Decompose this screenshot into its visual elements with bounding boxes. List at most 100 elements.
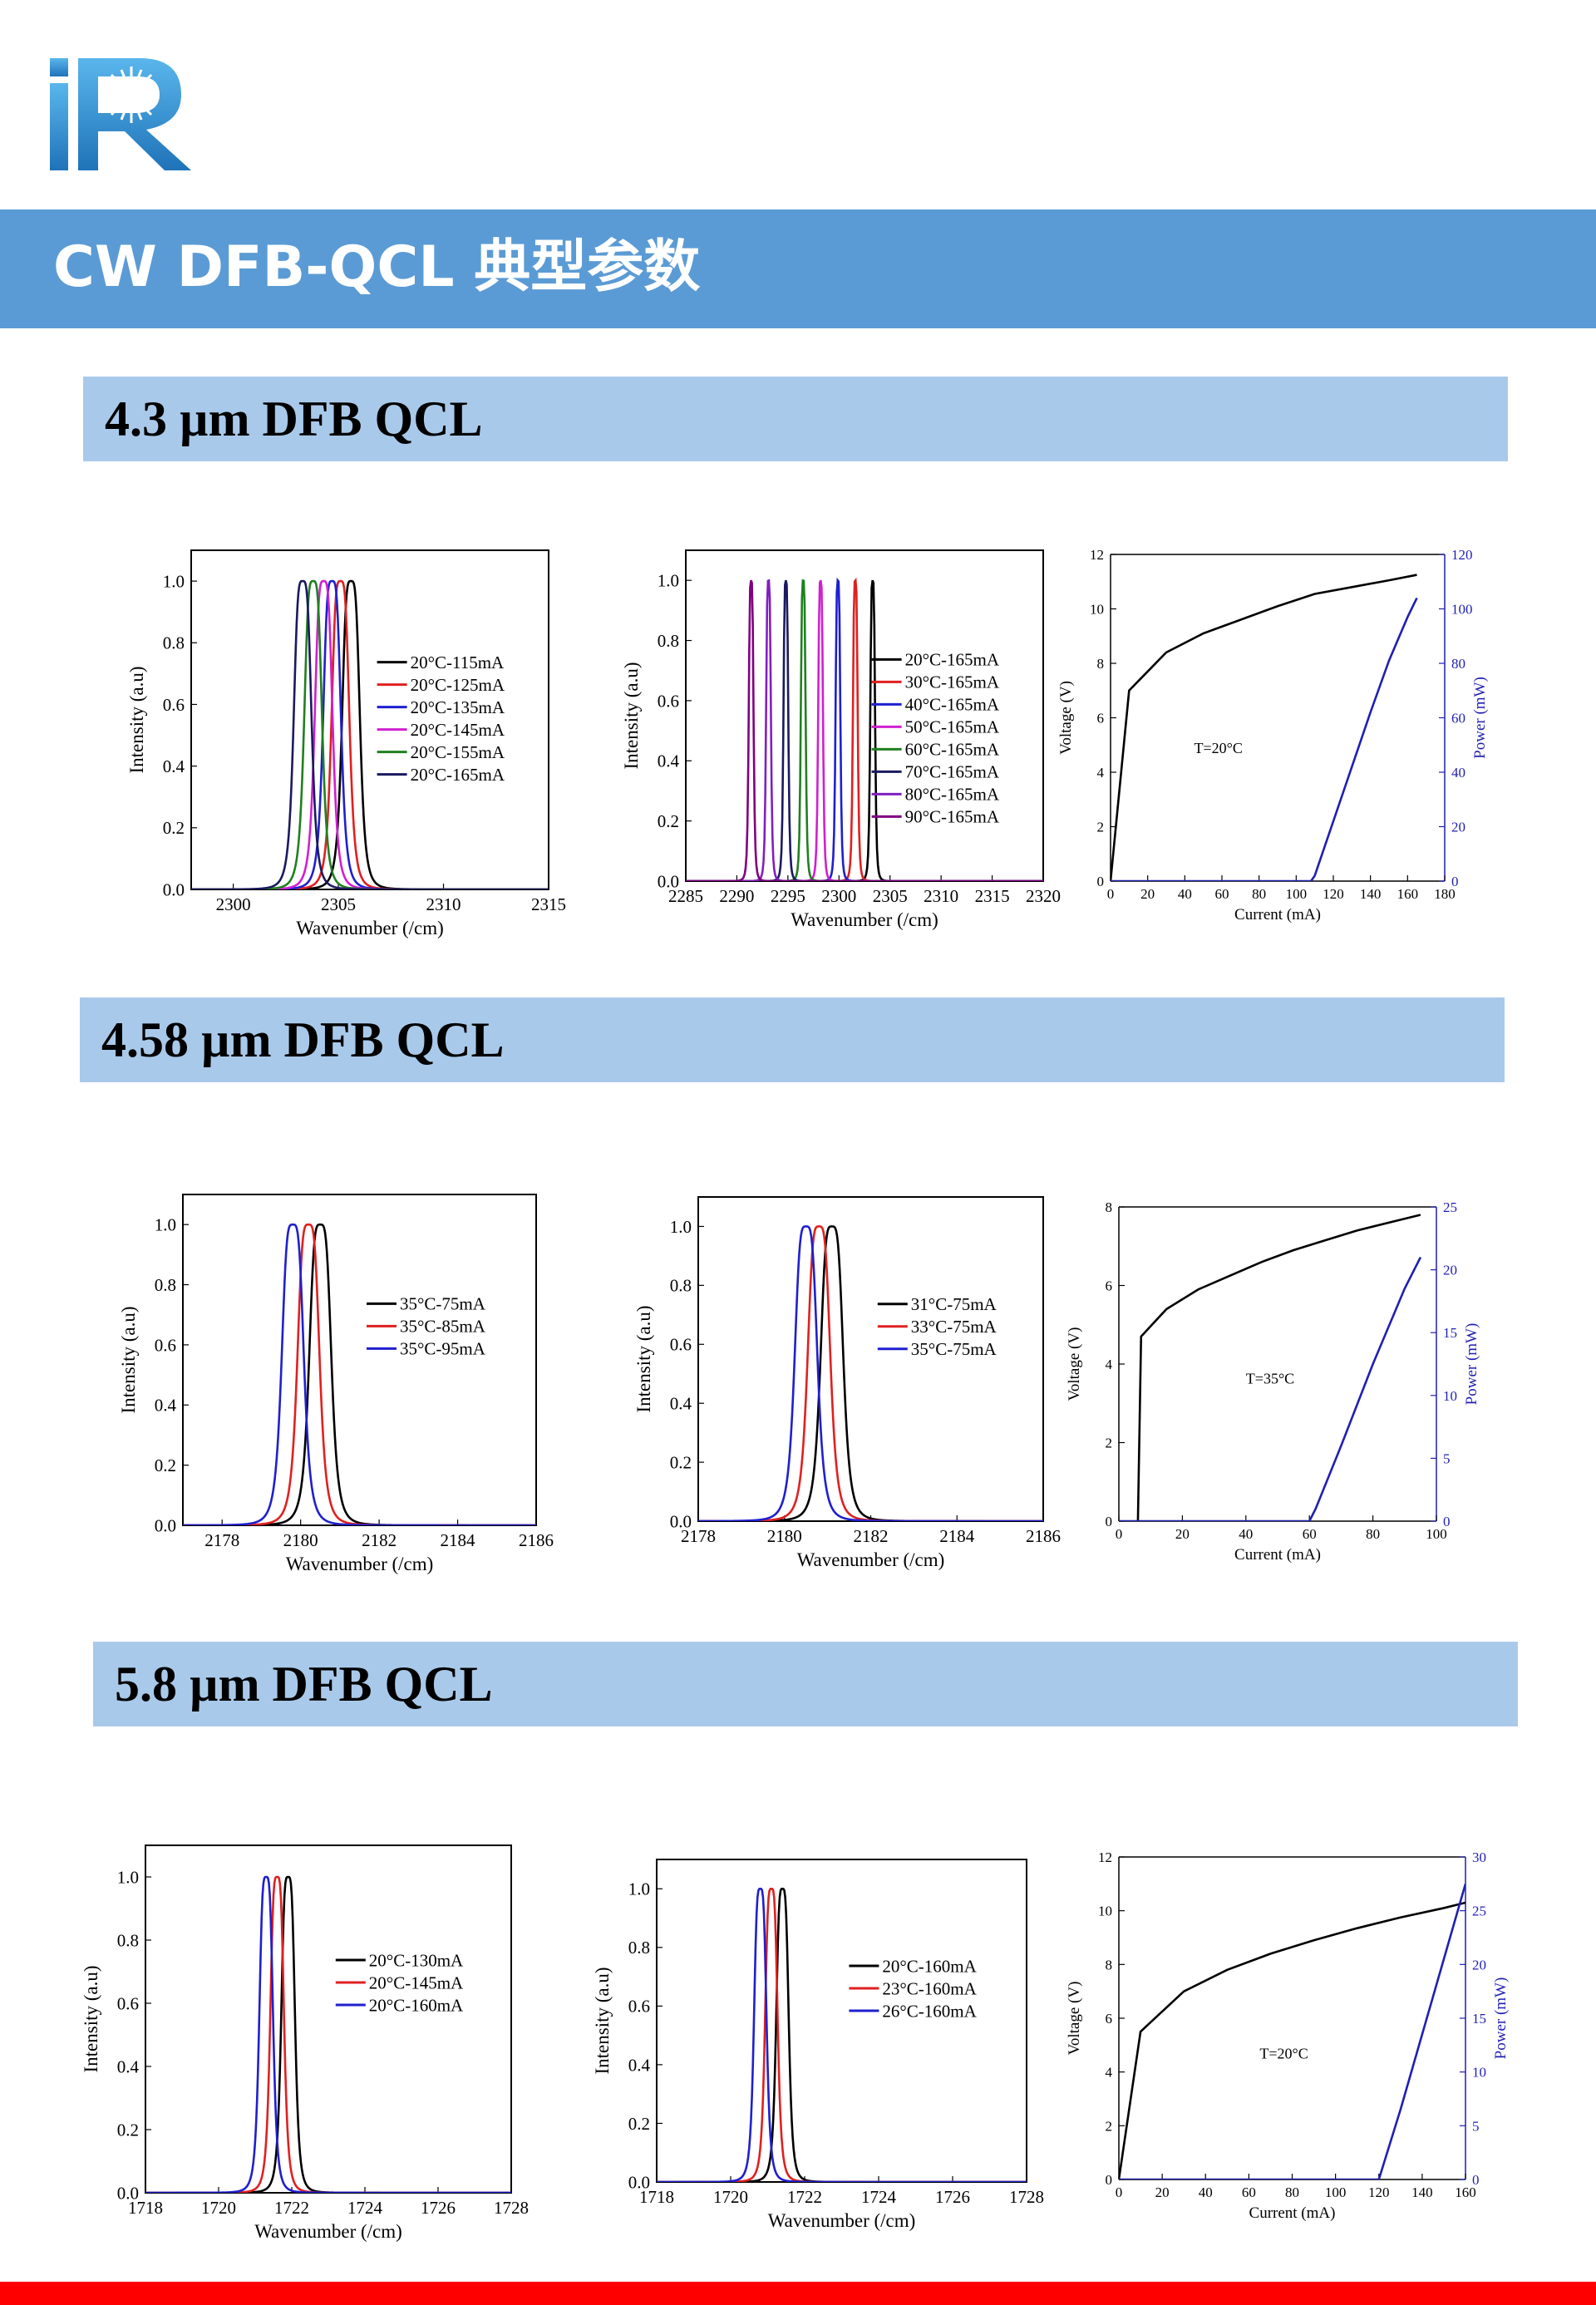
y-tick-label: 8	[1097, 656, 1105, 672]
spectrum-chart-4-58um-temperature: 2178 2180 2182 2184 2186 0.0 0.2 0.4 0.6 0.8 1.0 Wa…	[633, 1196, 1061, 1570]
x-tick-label: 1728	[1009, 2187, 1044, 2207]
y-tick-label: 0.4	[658, 751, 680, 771]
y-tick-label: 8	[1106, 1957, 1113, 1973]
x-tick-label: 1724	[861, 2187, 897, 2207]
y-tick-label: 0.4	[155, 1396, 177, 1416]
spectrum-chart-4-58um-current: 2178 2180 2182 2184 2186 0.0 0.2 0.4 0.6 0.8 1.0 Wa…	[118, 1194, 554, 1574]
y2-tick-label: 30	[1472, 1849, 1486, 1865]
legend-label-2: 20°C-160mA	[369, 1995, 464, 2015]
y-tick-label: 0.6	[155, 1335, 176, 1355]
y-tick-label: 0.8	[163, 633, 185, 653]
legend-label-2: 35°C-95mA	[400, 1339, 486, 1359]
x-tick-label: 1718	[639, 2187, 674, 2207]
spectrum-chart-5-8um-temperature: 1718 1720 1722 1724 1726 1728 0.0 0.2 0.4 0.6 0.8 1…	[592, 1859, 1044, 2231]
temperature-annotation: T=35°C	[1246, 1371, 1294, 1387]
y-tick-label: 0.6	[628, 1997, 650, 2017]
x-axis-label: Wavenumber (/cm)	[296, 918, 444, 938]
x-tick-label: 2295	[771, 886, 805, 906]
y2-tick-label: 20	[1443, 1263, 1457, 1278]
x-axis-label: Wavenumber (/cm)	[797, 1549, 945, 1570]
y-tick-label: 6	[1106, 1278, 1113, 1293]
x-tick-label: 2186	[1026, 1526, 1061, 1546]
x-tick-label: 40	[1178, 886, 1192, 902]
x-tick-label: 1722	[274, 2198, 309, 2218]
series-line-0	[1136, 1214, 1421, 1521]
y-tick-label: 12	[1098, 1849, 1112, 1865]
y2-tick-label: 5	[1472, 2118, 1480, 2134]
y-tick-label: 0.2	[658, 811, 679, 831]
y-axis-label: Intensity (a.u)	[592, 1967, 613, 2074]
y2-tick-label: 10	[1472, 2065, 1486, 2081]
legend-label-2: 20°C-135mA	[411, 697, 505, 717]
legend-label-0: 20°C-130mA	[369, 1950, 464, 1970]
legend-label-1: 23°C-160mA	[882, 1978, 977, 1998]
y-tick-label: 6	[1106, 2011, 1113, 2027]
x-tick-label: 2315	[531, 894, 566, 914]
x-tick-label: 120	[1368, 2184, 1390, 2200]
x-tick-label: 100	[1325, 2184, 1347, 2200]
y2-tick-label: 100	[1451, 601, 1473, 617]
y-tick-label: 2	[1106, 2118, 1113, 2134]
series-line-0	[698, 1225, 1043, 1521]
page-title: CW DFB-QCL 典型参数	[53, 234, 701, 300]
y-tick-label: 6	[1097, 710, 1105, 726]
legend-label-2: 35°C-75mA	[911, 1339, 998, 1359]
x-tick-label: 1718	[128, 2198, 163, 2218]
x-tick-label: 1722	[787, 2187, 822, 2207]
x-tick-label: 2290	[719, 886, 754, 906]
legend-label-3: 50°C-165mA	[905, 717, 1000, 737]
x-tick-label: 2315	[975, 886, 1010, 906]
x-tick-label: 2184	[939, 1526, 975, 1546]
y2-tick-label: 80	[1451, 656, 1465, 672]
x-axis-label: Wavenumber (/cm)	[286, 1554, 434, 1574]
y-tick-label: 0.8	[670, 1276, 692, 1296]
y2-tick-label: 20	[1451, 819, 1465, 835]
x-tick-label: 0	[1107, 886, 1115, 902]
y-tick-label: 10	[1090, 601, 1104, 617]
y-tick-label: 8	[1106, 1199, 1113, 1215]
x-tick-label: 100	[1426, 1526, 1447, 1542]
y2-tick-label: 15	[1472, 2011, 1486, 2027]
legend-label-1: 33°C-75mA	[911, 1317, 998, 1337]
temperature-annotation: T=20°C	[1195, 740, 1243, 756]
y-tick-label: 0.6	[658, 691, 679, 711]
x-tick-label: 20	[1175, 1526, 1190, 1542]
y-axis-label: Intensity (a.u)	[621, 662, 642, 769]
x-tick-label: 120	[1323, 886, 1344, 902]
series-line-2	[698, 1225, 1043, 1521]
section-bar-4-58um: 4.58 µm DFB QCL	[80, 997, 1505, 1082]
y-tick-label: 0.0	[670, 1511, 692, 1531]
y-tick-label: 2	[1106, 1435, 1113, 1450]
x-tick-label: 140	[1411, 2184, 1433, 2200]
y2-tick-label: 25	[1443, 1199, 1457, 1215]
y-tick-label: 0.8	[155, 1275, 176, 1295]
y-tick-label: 4	[1097, 765, 1105, 781]
x-tick-label: 1726	[421, 2198, 456, 2218]
x-axis-label: Wavenumber (/cm)	[254, 2221, 402, 2242]
legend-label-0: 20°C-165mA	[905, 650, 1000, 670]
legend-label-5: 70°C-165mA	[905, 762, 1000, 782]
spectrum-chart-5-8um-current: 1718 1720 1722 1724 1726 1728 0.0 0.2 0.4 0.6 0.8 1…	[81, 1844, 529, 2242]
legend-label-1: 30°C-165mA	[905, 672, 1000, 692]
x-tick-label: 2300	[821, 886, 856, 906]
y2-axis-label: Power (mW)	[1492, 1977, 1510, 2060]
x-tick-label: 2310	[426, 894, 461, 914]
x-tick-label: 2180	[767, 1526, 802, 1546]
y-tick-label: 0.2	[628, 2114, 650, 2134]
series-line-0	[1119, 1901, 1465, 2179]
legend-label-0: 20°C-115mA	[411, 653, 505, 672]
series-line-6	[686, 579, 1043, 881]
legend-label-1: 20°C-125mA	[411, 675, 505, 695]
legend-label-4: 20°C-155mA	[411, 742, 505, 762]
x-tick-label: 60	[1242, 2184, 1256, 2200]
y2-tick-label: 10	[1443, 1388, 1457, 1404]
x-tick-label: 2285	[668, 886, 703, 906]
legend-label-1: 35°C-85mA	[400, 1317, 486, 1337]
y-tick-label: 0	[1097, 874, 1105, 889]
series-line-1	[1119, 1256, 1422, 1521]
series-line-0	[145, 1875, 511, 2193]
x-tick-label: 20	[1155, 2184, 1170, 2200]
x-tick-label: 1728	[494, 2198, 529, 2218]
legend-label-0: 35°C-75mA	[400, 1294, 486, 1314]
